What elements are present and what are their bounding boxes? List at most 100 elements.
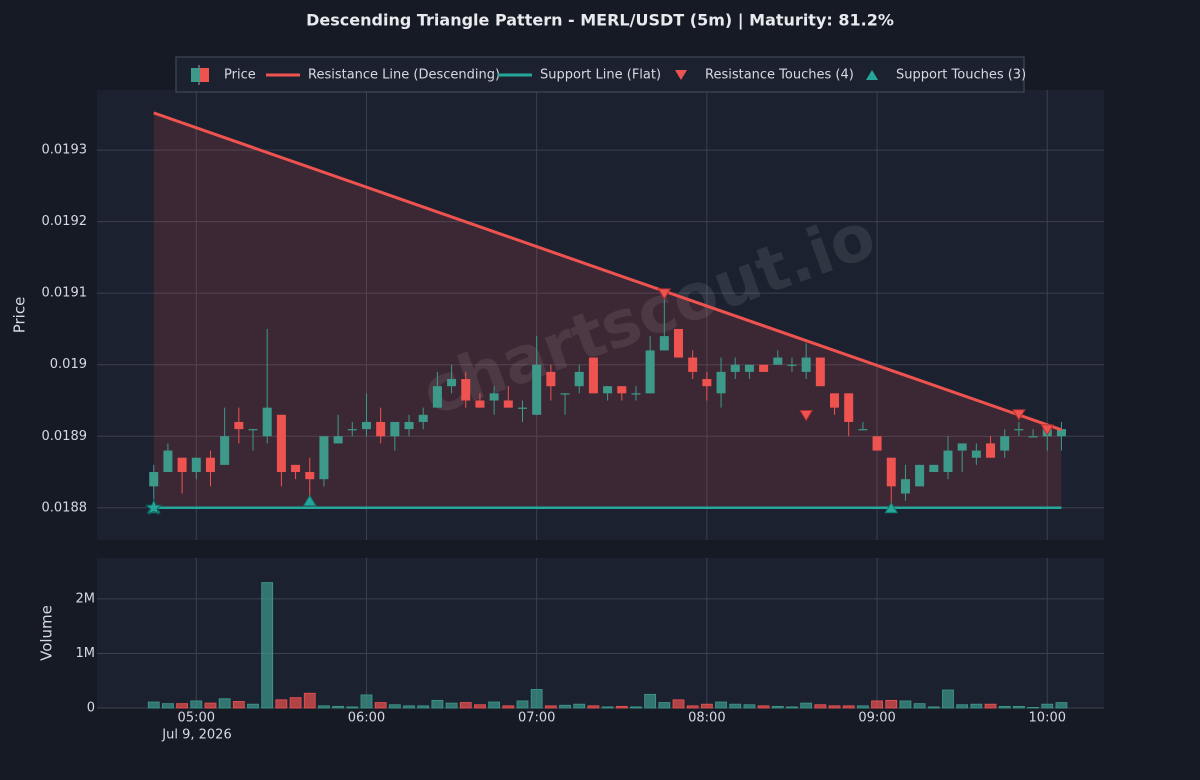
candle-body — [489, 393, 499, 401]
candle-body — [915, 464, 925, 487]
candle-body — [191, 457, 201, 473]
candle-body — [560, 393, 570, 395]
volume-bar — [573, 703, 586, 709]
candle-body — [220, 436, 230, 465]
legend-price-up — [191, 68, 200, 82]
candle-body — [688, 357, 698, 372]
x-tick-label: 05:00 — [178, 711, 215, 726]
volume-bar — [927, 706, 940, 709]
resistance-touch — [1040, 424, 1055, 436]
volume-bar — [885, 699, 898, 709]
volume-bar — [162, 703, 174, 709]
volume-bar — [630, 706, 642, 709]
volume-bar — [601, 706, 614, 709]
x-tick-label: 06:00 — [348, 711, 385, 726]
volume-bar — [445, 702, 458, 709]
volume-bar — [346, 706, 359, 709]
y-tick-label: 0.0191 — [42, 286, 88, 301]
volume-bar — [530, 689, 543, 709]
candle-body — [787, 364, 797, 366]
volume-bar — [1041, 703, 1054, 709]
x-tick-label: 09:00 — [858, 711, 895, 726]
y-tick-label: 0.0192 — [42, 214, 88, 229]
candle-body — [645, 350, 655, 394]
candles — [147, 293, 1068, 709]
legend-box — [175, 56, 1025, 93]
candle-body — [773, 357, 783, 365]
candle-body — [163, 450, 173, 473]
candle-body — [361, 421, 371, 430]
resistance-touch — [1012, 409, 1026, 421]
volume-bar — [757, 705, 770, 709]
candle-body — [631, 393, 641, 395]
legend-label: Price — [224, 68, 256, 83]
candle-body — [461, 379, 471, 401]
volume-bar — [913, 703, 926, 709]
volume-bar — [544, 705, 557, 709]
volume-bar — [516, 700, 529, 709]
resistance-touch — [657, 288, 672, 300]
volume-bar — [474, 704, 486, 709]
candle-body — [971, 450, 981, 458]
volume-bar — [828, 705, 841, 709]
volume-bar — [403, 705, 415, 709]
volume-bar — [261, 582, 274, 709]
volume-bar — [289, 697, 302, 709]
volume-bar — [970, 703, 983, 709]
candle-body — [603, 386, 613, 394]
candle-body — [234, 421, 244, 430]
volume-bar — [176, 703, 188, 709]
volume-bar — [771, 705, 784, 709]
candle-body — [149, 472, 159, 487]
volume-bar — [615, 705, 628, 709]
candle-body — [1028, 436, 1038, 438]
volume-bar — [247, 703, 259, 709]
volume-bar — [502, 705, 515, 709]
chart-title: Descending Triangle Pattern - MERL/USDT … — [306, 11, 894, 31]
candle-body — [319, 436, 329, 480]
candle-body — [900, 479, 910, 494]
candle-body — [801, 357, 811, 372]
volume-bar — [147, 701, 160, 709]
volume-bar — [1013, 705, 1025, 709]
legend-label: Resistance Line (Descending) — [308, 68, 500, 83]
candle-body — [886, 457, 896, 487]
volume-bar — [417, 705, 430, 709]
volume-bar — [672, 699, 685, 709]
candle-body — [177, 457, 187, 473]
candle-body — [830, 393, 840, 408]
volume-bar — [984, 703, 997, 709]
volume-tick-label: 2M — [76, 591, 96, 606]
volume-bar — [388, 704, 401, 709]
legend-label: Resistance Touches (4) — [705, 68, 854, 83]
volume-bar — [800, 702, 813, 709]
y-tick-label: 0.019 — [50, 357, 87, 372]
volume-bar — [1055, 702, 1068, 709]
volume-bar — [715, 701, 727, 709]
y-tick-label: 0.0188 — [42, 500, 88, 515]
volume-bar — [459, 702, 472, 709]
candle-body — [432, 386, 442, 408]
candle-body — [574, 371, 584, 387]
volume-bar — [332, 705, 345, 709]
candle-body — [957, 443, 967, 451]
y-tick-label: 0.0193 — [42, 143, 88, 158]
candle-body — [447, 379, 457, 387]
volume-bar — [587, 705, 600, 709]
start-star — [144, 498, 163, 516]
volume-bar — [232, 701, 245, 709]
candle-body — [291, 464, 301, 473]
volume-tick-label: 1M — [76, 646, 96, 661]
candle-body — [390, 421, 400, 437]
volume-axis-title: Volume — [38, 605, 56, 661]
support-touch — [302, 494, 317, 507]
support-touch — [884, 501, 899, 514]
volume-bar — [658, 702, 671, 709]
candle-body — [475, 400, 485, 408]
candle-body — [659, 336, 669, 351]
volume-bar — [1027, 707, 1039, 709]
candle-body — [872, 436, 882, 451]
volume-bar — [956, 704, 969, 709]
